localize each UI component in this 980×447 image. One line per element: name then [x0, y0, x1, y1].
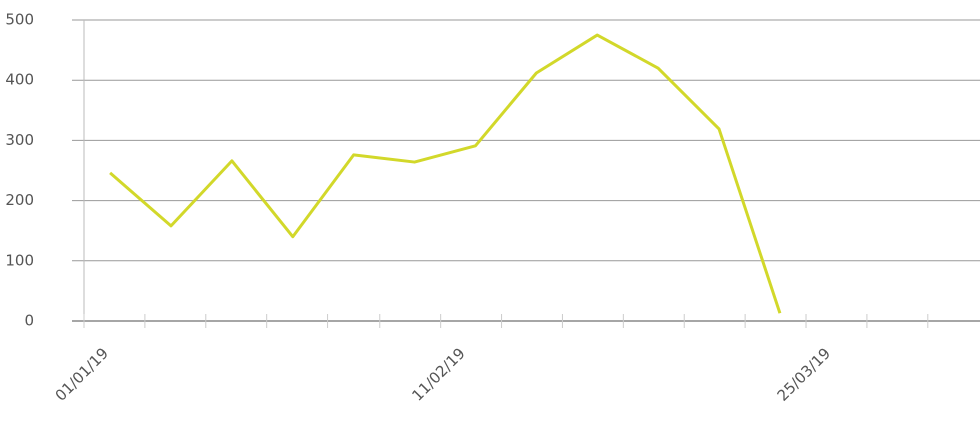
y-tick-label: 100	[5, 251, 34, 269]
y-tick-label: 0	[24, 312, 34, 330]
line-series	[109, 33, 782, 314]
y-tick-label: 500	[5, 11, 34, 29]
y-tick-label: 200	[5, 191, 34, 209]
x-tick-label: 01/01/19	[52, 344, 112, 404]
x-tick-label: 25/03/19	[774, 344, 834, 404]
y-tick-label: 300	[5, 131, 34, 149]
y-tick-label: 400	[5, 71, 34, 89]
x-tick-label: 11/02/19	[408, 344, 468, 404]
